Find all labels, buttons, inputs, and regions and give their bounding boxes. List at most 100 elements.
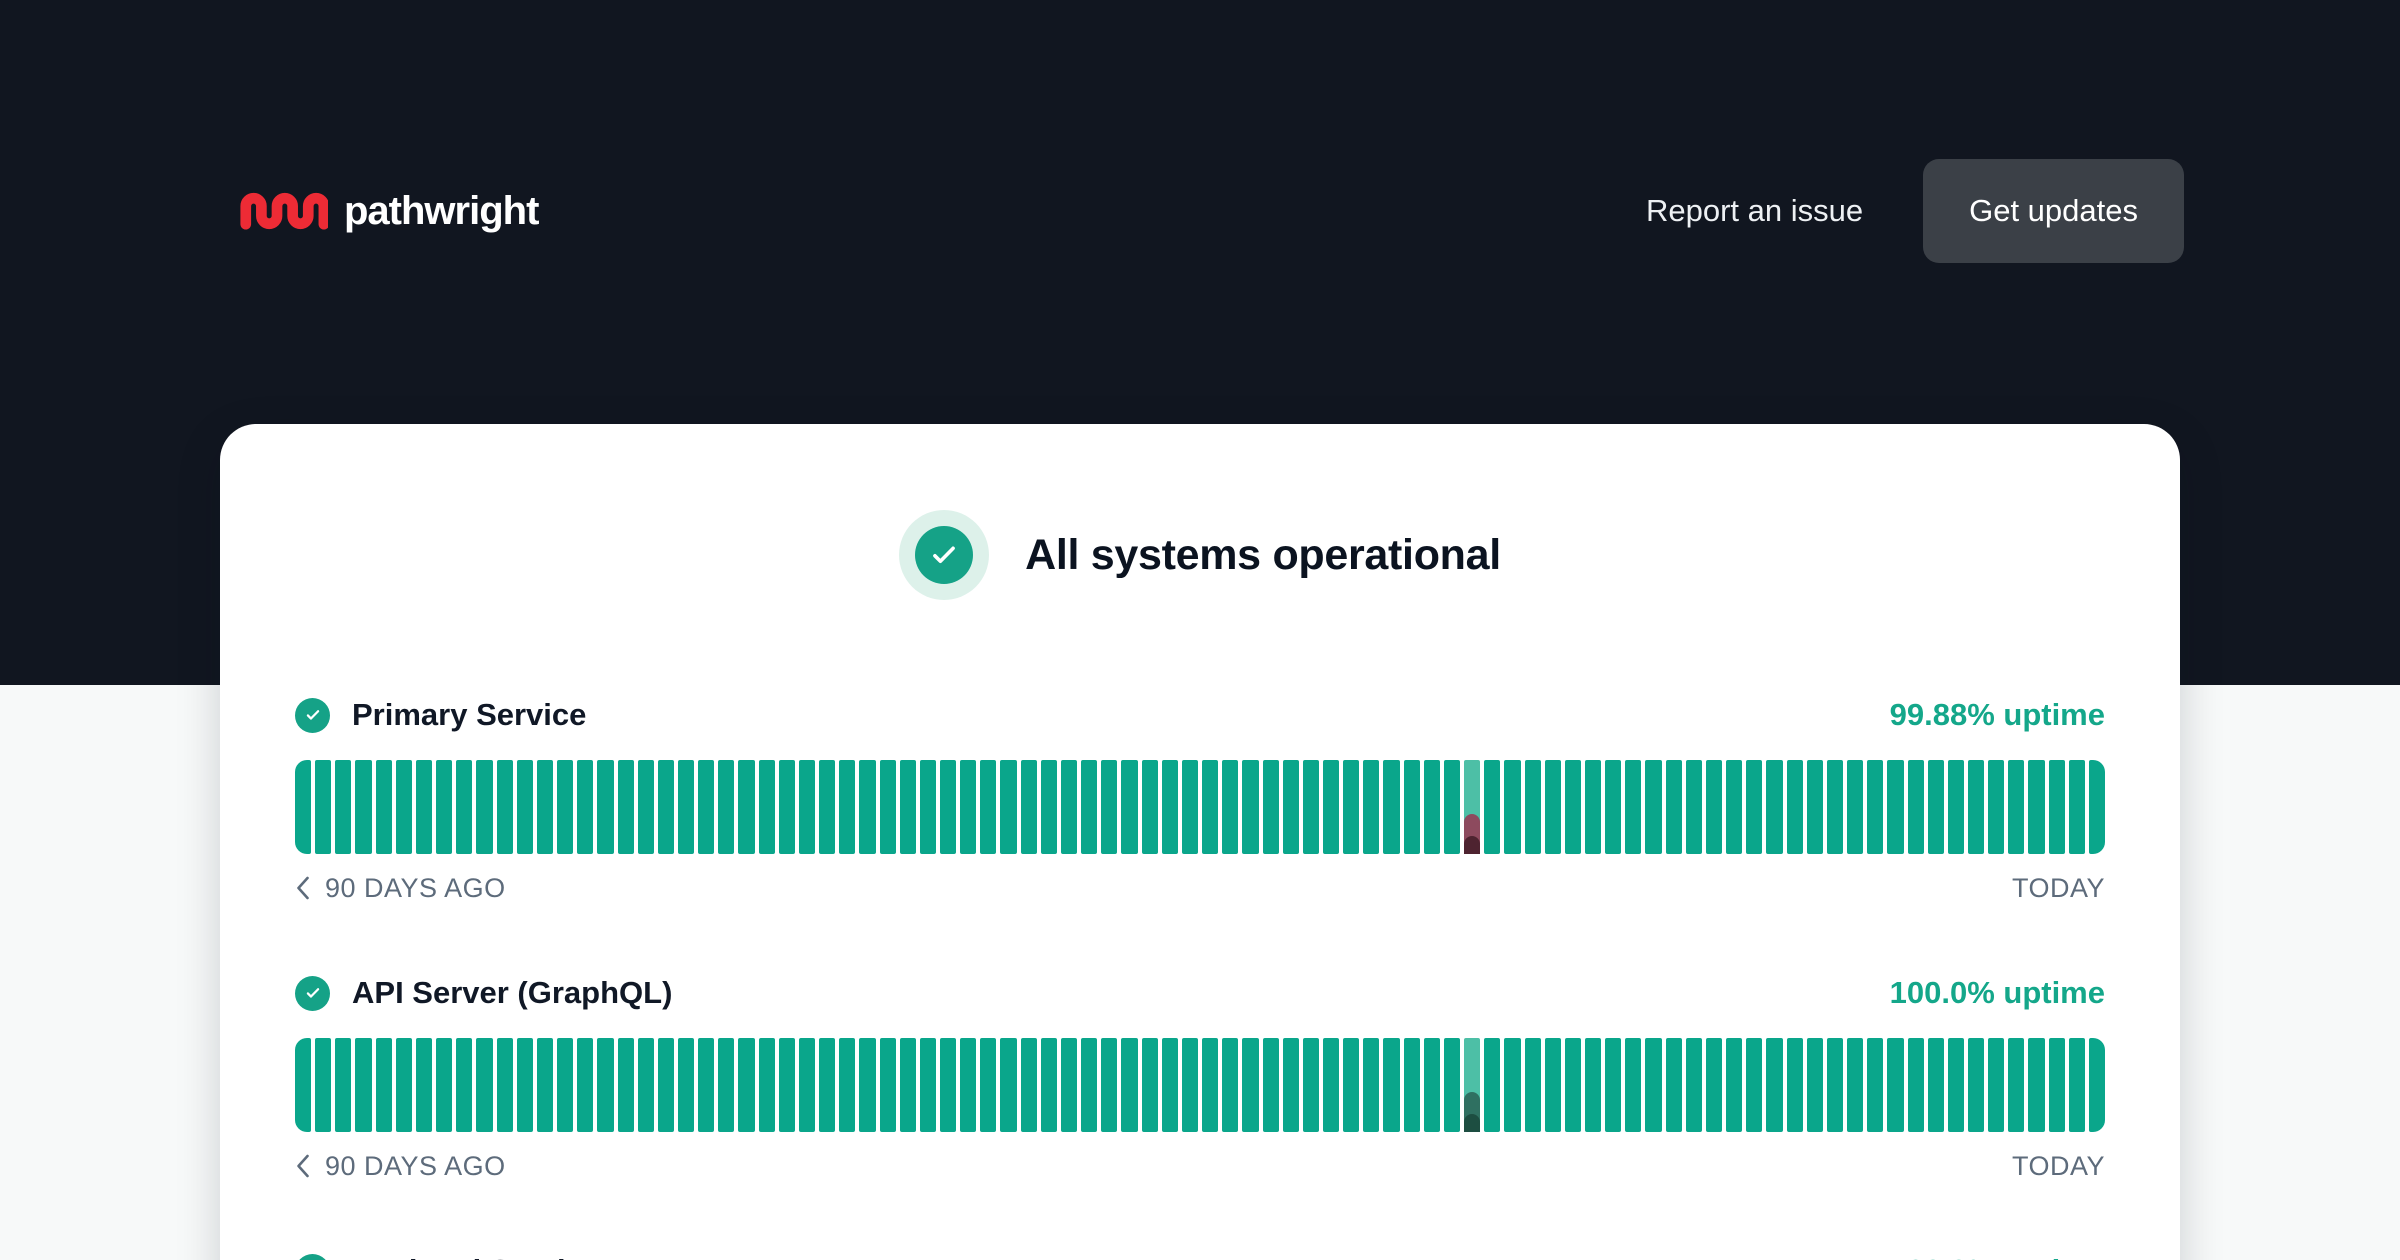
uptime-day-bar[interactable] — [1383, 1038, 1400, 1132]
uptime-day-bar[interactable] — [758, 760, 775, 854]
uptime-day-bar[interactable] — [1544, 760, 1561, 854]
uptime-day-bar[interactable] — [1806, 1038, 1823, 1132]
uptime-day-bar[interactable] — [677, 760, 695, 854]
uptime-day-bar[interactable] — [1423, 760, 1440, 854]
uptime-day-bar[interactable] — [1988, 1038, 2005, 1132]
uptime-day-bar[interactable] — [1867, 760, 1884, 854]
uptime-day-bar[interactable] — [1343, 1038, 1360, 1132]
uptime-day-bar[interactable] — [1443, 1038, 1461, 1132]
uptime-day-bar[interactable] — [1847, 1038, 1864, 1132]
uptime-day-bar[interactable] — [1826, 1038, 1844, 1132]
uptime-day-bar[interactable] — [778, 1038, 795, 1132]
uptime-day-bar[interactable] — [577, 760, 594, 854]
uptime-day-bar[interactable] — [1222, 1038, 1239, 1132]
uptime-day-bar[interactable] — [1726, 1038, 1743, 1132]
uptime-day-bar[interactable] — [940, 1038, 957, 1132]
uptime-day-bar[interactable] — [940, 760, 957, 854]
uptime-day-bar[interactable] — [1343, 760, 1360, 854]
uptime-day-bar-incident[interactable] — [1464, 1038, 1481, 1132]
uptime-day-bar[interactable] — [1262, 760, 1279, 854]
uptime-day-bar[interactable] — [1967, 1038, 1985, 1132]
uptime-day-bar-incident[interactable] — [1464, 760, 1481, 854]
uptime-day-bar[interactable] — [617, 1038, 634, 1132]
uptime-day-bar[interactable] — [1967, 760, 1985, 854]
uptime-day-bar[interactable] — [798, 760, 816, 854]
uptime-day-bar[interactable] — [1222, 760, 1239, 854]
report-issue-link[interactable]: Report an issue — [1645, 193, 1864, 228]
uptime-day-bar[interactable] — [2008, 1038, 2025, 1132]
uptime-day-bar[interactable] — [1081, 1038, 1098, 1132]
uptime-day-bar[interactable] — [1927, 1038, 1944, 1132]
uptime-day-bar[interactable] — [1322, 760, 1340, 854]
uptime-day-bar[interactable] — [1887, 760, 1904, 854]
uptime-day-bar[interactable] — [597, 1038, 614, 1132]
uptime-day-bar[interactable] — [1282, 760, 1299, 854]
uptime-day-bar[interactable] — [335, 760, 352, 854]
uptime-day-bar[interactable] — [960, 760, 977, 854]
uptime-day-bar[interactable] — [1040, 1038, 1057, 1132]
uptime-day-bar[interactable] — [496, 1038, 513, 1132]
uptime-day-bar[interactable] — [899, 1038, 916, 1132]
uptime-day-bar[interactable] — [1524, 760, 1541, 854]
uptime-day-bar[interactable] — [1746, 1038, 1763, 1132]
uptime-day-bar[interactable] — [1403, 1038, 1420, 1132]
uptime-day-bar[interactable] — [1685, 760, 1702, 854]
uptime-day-bar[interactable] — [1363, 760, 1380, 854]
uptime-day-bar[interactable] — [819, 760, 836, 854]
uptime-day-bar[interactable] — [1847, 760, 1864, 854]
uptime-day-bar[interactable] — [1867, 1038, 1884, 1132]
uptime-day-bar[interactable] — [718, 1038, 735, 1132]
uptime-day-bar[interactable] — [859, 1038, 876, 1132]
uptime-day-bar[interactable] — [1685, 1038, 1702, 1132]
uptime-day-bar[interactable] — [456, 1038, 473, 1132]
uptime-day-bar[interactable] — [1383, 760, 1400, 854]
uptime-day-bar[interactable] — [637, 1038, 654, 1132]
uptime-day-bar[interactable] — [1585, 1038, 1602, 1132]
uptime-day-bar[interactable] — [1504, 1038, 1521, 1132]
uptime-day-bar[interactable] — [698, 760, 715, 854]
uptime-day-bar[interactable] — [1161, 760, 1178, 854]
range-start-control[interactable]: 90 DAYS AGO — [295, 1151, 506, 1182]
uptime-day-bar[interactable] — [1645, 1038, 1662, 1132]
uptime-day-bar[interactable] — [1282, 1038, 1299, 1132]
uptime-day-bar[interactable] — [859, 760, 876, 854]
uptime-day-bar[interactable] — [980, 760, 997, 854]
uptime-day-bar[interactable] — [295, 1038, 312, 1132]
uptime-day-bar[interactable] — [1121, 760, 1138, 854]
uptime-day-bar[interactable] — [1907, 760, 1924, 854]
uptime-day-bar[interactable] — [960, 1038, 977, 1132]
uptime-day-bar[interactable] — [798, 1038, 816, 1132]
uptime-day-bar[interactable] — [1907, 1038, 1924, 1132]
uptime-day-bar[interactable] — [375, 760, 392, 854]
uptime-day-bar[interactable] — [436, 1038, 453, 1132]
uptime-day-bar[interactable] — [536, 1038, 554, 1132]
uptime-day-bar[interactable] — [637, 760, 654, 854]
uptime-day-bar[interactable] — [1605, 760, 1622, 854]
uptime-day-bar[interactable] — [1403, 760, 1420, 854]
uptime-day-bar[interactable] — [2008, 760, 2025, 854]
uptime-day-bar[interactable] — [355, 1038, 372, 1132]
uptime-day-bar[interactable] — [819, 1038, 836, 1132]
uptime-day-bar[interactable] — [1766, 1038, 1783, 1132]
uptime-day-bar[interactable] — [1605, 1038, 1622, 1132]
uptime-day-bar[interactable] — [476, 1038, 493, 1132]
uptime-day-bar[interactable] — [2048, 760, 2065, 854]
uptime-day-bar[interactable] — [335, 1038, 352, 1132]
uptime-day-bar[interactable] — [315, 1038, 332, 1132]
uptime-day-bar[interactable] — [1746, 760, 1763, 854]
uptime-day-bar[interactable] — [1988, 760, 2005, 854]
uptime-day-bar[interactable] — [315, 760, 332, 854]
uptime-day-bar[interactable] — [1645, 760, 1662, 854]
uptime-day-bar[interactable] — [557, 1038, 574, 1132]
uptime-day-bar[interactable] — [1423, 1038, 1440, 1132]
uptime-day-bar[interactable] — [1363, 1038, 1380, 1132]
uptime-day-bar[interactable] — [1484, 760, 1501, 854]
uptime-day-bar[interactable] — [839, 760, 856, 854]
uptime-day-bar[interactable] — [436, 760, 453, 854]
uptime-day-bar[interactable] — [476, 760, 493, 854]
uptime-day-bar[interactable] — [415, 1038, 433, 1132]
uptime-day-bar[interactable] — [516, 760, 533, 854]
uptime-day-bar[interactable] — [1585, 760, 1602, 854]
uptime-day-bar[interactable] — [1524, 1038, 1541, 1132]
uptime-day-bar[interactable] — [2048, 1038, 2065, 1132]
